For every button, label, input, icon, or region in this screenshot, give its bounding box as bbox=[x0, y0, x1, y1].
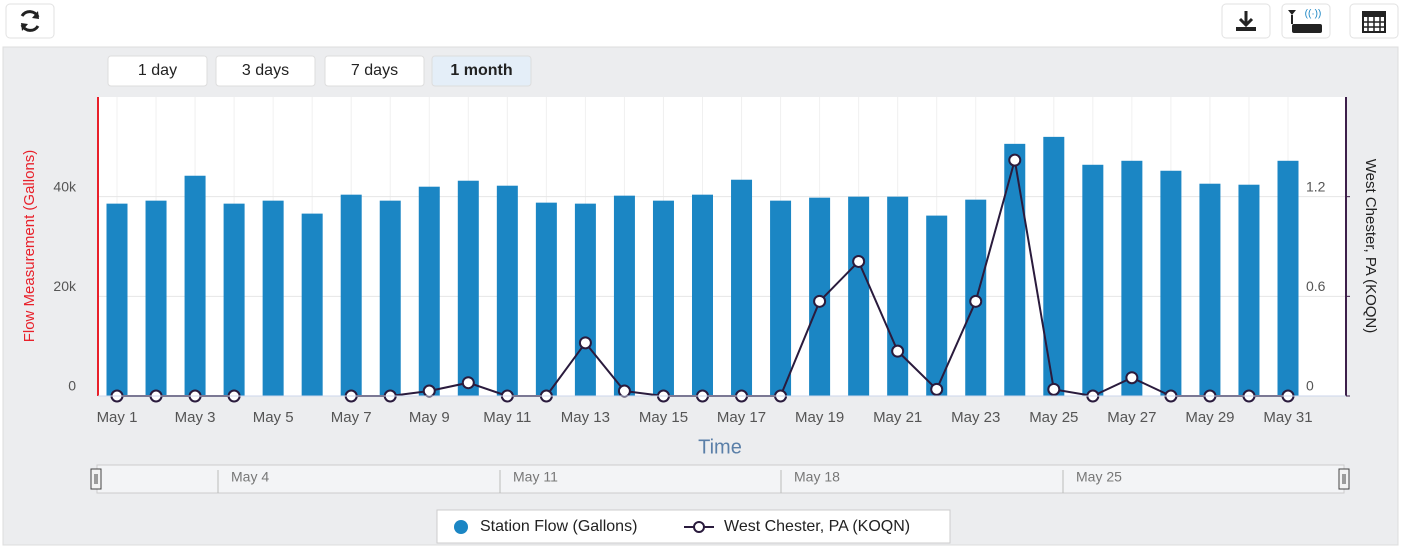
x-tick-label: May 19 bbox=[795, 409, 844, 426]
navigator-label: May 25 bbox=[1076, 469, 1122, 485]
bar bbox=[145, 200, 167, 396]
x-tick-label: May 13 bbox=[561, 409, 610, 426]
navigator-handle-right[interactable] bbox=[1338, 468, 1350, 490]
y-tick-label: 40k bbox=[53, 178, 77, 194]
x-tick-label: May 15 bbox=[639, 409, 688, 426]
download-button[interactable] bbox=[1221, 3, 1271, 39]
line-marker bbox=[969, 294, 983, 308]
x-tick-label: May 1 bbox=[97, 409, 138, 426]
plot-area bbox=[98, 97, 1346, 396]
bar bbox=[1199, 183, 1221, 396]
bar bbox=[1043, 136, 1065, 396]
line-marker bbox=[578, 336, 592, 350]
x-tick-label: May 17 bbox=[717, 409, 766, 426]
range-button-label[interactable]: 3 days bbox=[242, 62, 289, 79]
x-tick-label: May 25 bbox=[1029, 409, 1078, 426]
station-button[interactable]: ((·)) bbox=[1281, 3, 1331, 39]
y-tick-label: 0 bbox=[68, 378, 76, 394]
range-button[interactable] bbox=[107, 55, 208, 87]
bar bbox=[887, 196, 909, 396]
refresh-button[interactable] bbox=[5, 3, 55, 39]
bar bbox=[848, 196, 870, 396]
x-tick-label: May 23 bbox=[951, 409, 1000, 426]
bar bbox=[262, 200, 284, 396]
navigator-label: May 18 bbox=[794, 469, 840, 485]
range-button[interactable] bbox=[431, 55, 532, 87]
x-tick-label: May 29 bbox=[1185, 409, 1234, 426]
y-tick-label: 20k bbox=[53, 278, 77, 294]
x-tick-label: May 3 bbox=[175, 409, 216, 426]
y2-tick-label: 0.6 bbox=[1306, 278, 1326, 294]
line-marker bbox=[1008, 153, 1022, 167]
legend-symbol[interactable] bbox=[454, 520, 468, 534]
x-tick-label: May 21 bbox=[873, 409, 922, 426]
bar bbox=[496, 185, 518, 396]
line-marker bbox=[813, 294, 827, 308]
bar bbox=[574, 203, 596, 396]
legend-label[interactable]: West Chester, PA (KOQN) bbox=[724, 518, 910, 535]
bar bbox=[613, 195, 635, 396]
line-marker bbox=[1047, 382, 1061, 396]
x-tick-label: May 27 bbox=[1107, 409, 1156, 426]
navigator[interactable] bbox=[96, 464, 1345, 494]
range-button[interactable] bbox=[215, 55, 316, 87]
bar bbox=[1082, 164, 1104, 396]
line-marker bbox=[461, 376, 475, 390]
bar bbox=[731, 179, 753, 396]
x-tick-label: May 7 bbox=[331, 409, 372, 426]
range-button-label[interactable]: 1 day bbox=[138, 62, 177, 79]
x-tick-label: May 5 bbox=[253, 409, 294, 426]
bar bbox=[1277, 160, 1299, 396]
range-button-label[interactable]: 1 month bbox=[450, 62, 512, 79]
legend-label[interactable]: Station Flow (Gallons) bbox=[480, 518, 637, 535]
navigator-label: May 11 bbox=[513, 469, 558, 485]
line-marker bbox=[852, 254, 866, 268]
range-button-label[interactable]: 7 days bbox=[351, 62, 398, 79]
bar bbox=[652, 200, 674, 396]
line-marker bbox=[617, 384, 631, 398]
x-tick-label: May 9 bbox=[409, 409, 450, 426]
navigator-handle-left[interactable] bbox=[90, 468, 102, 490]
bar bbox=[1121, 160, 1143, 396]
x-tick-label: May 31 bbox=[1263, 409, 1312, 426]
bar bbox=[340, 194, 362, 396]
bar bbox=[1004, 143, 1026, 396]
bar bbox=[1160, 170, 1182, 396]
calendar-button[interactable] bbox=[1349, 3, 1399, 39]
bar bbox=[457, 180, 479, 396]
line-marker bbox=[1125, 371, 1139, 385]
bar bbox=[926, 215, 948, 396]
bar bbox=[106, 203, 128, 396]
bar bbox=[184, 175, 206, 396]
icon-text: ((·)) bbox=[1305, 9, 1322, 20]
bar bbox=[223, 203, 245, 396]
bar bbox=[1238, 184, 1260, 396]
bar bbox=[418, 186, 440, 396]
navigator-label: May 4 bbox=[231, 469, 269, 485]
y-axis-title: Flow Measurement (Gallons) bbox=[21, 150, 38, 343]
legend-symbol[interactable] bbox=[693, 521, 705, 533]
line-marker bbox=[422, 384, 436, 398]
y2-tick-label: 1.2 bbox=[1306, 178, 1326, 194]
x-axis-title: Time bbox=[698, 436, 742, 458]
range-button[interactable] bbox=[324, 55, 425, 87]
line-marker bbox=[891, 344, 905, 358]
bar bbox=[301, 213, 323, 396]
y2-tick-label: 0 bbox=[1306, 378, 1314, 394]
bar bbox=[379, 200, 401, 396]
bar bbox=[535, 202, 557, 396]
line-marker bbox=[930, 382, 944, 396]
x-tick-label: May 11 bbox=[483, 409, 531, 426]
bar bbox=[692, 194, 713, 396]
bar bbox=[770, 200, 792, 396]
y2-axis-title: West Chester, PA (KOQN) bbox=[1362, 159, 1379, 334]
